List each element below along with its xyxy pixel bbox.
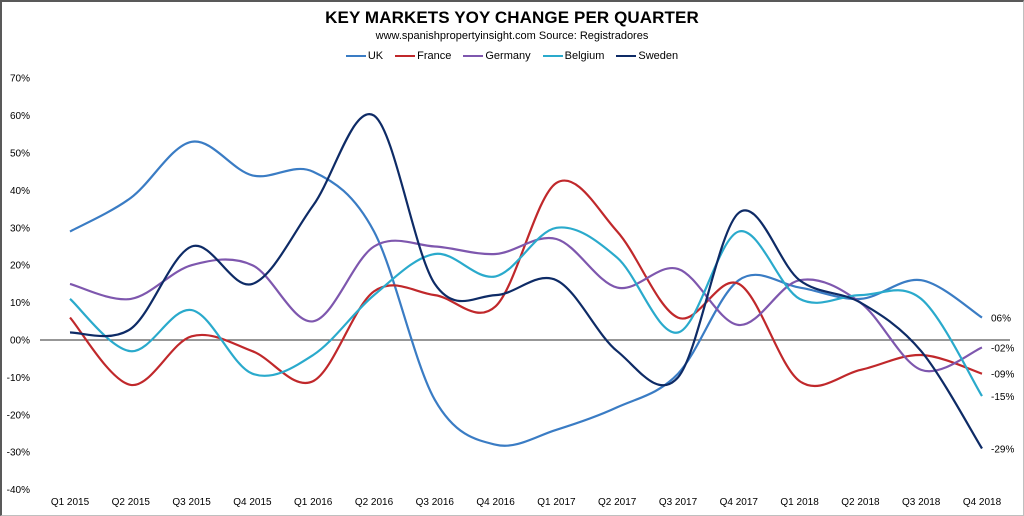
x-tick-label: Q3 2015	[172, 497, 211, 508]
legend-item-belgium: Belgium	[542, 50, 605, 62]
legend-item-germany: Germany	[463, 50, 531, 62]
y-tick-label: 20%	[10, 261, 30, 272]
x-tick-label: Q4 2016	[476, 497, 515, 508]
end-labels: 06% -09% -02% -15% -29%	[991, 314, 1014, 456]
legend-item-uk: UK	[345, 50, 384, 62]
series-line-belgium	[69, 226, 983, 397]
y-tick-label: 30%	[10, 223, 30, 234]
legend-label-uk: UK	[367, 50, 384, 62]
y-tick-label: 10%	[10, 298, 30, 309]
x-tick-label: Q1 2018	[780, 497, 819, 508]
series-line-uk	[69, 140, 983, 447]
y-axis: 70% 60% 50% 40% 30% 20% 10% 00% -10% -20% -30% -40%	[7, 74, 30, 496]
chart-subtitle: www.spanishpropertyinsight.com Source: R…	[375, 30, 649, 42]
y-tick-label: -20%	[7, 410, 30, 421]
series-line-sweden	[69, 113, 983, 450]
x-tick-label: Q1 2016	[294, 497, 333, 508]
legend-label-sweden: Sweden	[638, 50, 679, 62]
chart-title: KEY MARKETS YOY CHANGE PER QUARTER	[325, 8, 699, 27]
x-tick-label: Q2 2016	[355, 497, 394, 508]
x-tick-label: Q1 2015	[51, 497, 90, 508]
series-line-france	[69, 179, 983, 388]
x-axis: Q1 2015 Q2 2015 Q3 2015 Q4 2015 Q1 2016 Q2 20…	[51, 497, 1002, 508]
y-tick-label: 70%	[10, 74, 30, 85]
legend-item-sweden: Sweden	[616, 50, 678, 62]
y-tick-label: 40%	[10, 186, 30, 197]
y-tick-label: -40%	[7, 485, 30, 496]
y-tick-label: -10%	[7, 373, 30, 384]
y-tick-label: -30%	[7, 448, 30, 459]
legend-swatch-germany	[463, 55, 484, 57]
legend-label-france: France	[417, 50, 452, 62]
y-tick-label: 00%	[10, 336, 30, 347]
series-line-germany	[69, 236, 983, 373]
end-label-germany: -02%	[991, 343, 1014, 354]
x-tick-label: Q2 2018	[841, 497, 880, 508]
x-tick-label: Q2 2015	[112, 497, 151, 508]
x-tick-label: Q4 2015	[233, 497, 272, 508]
x-tick-label: Q3 2017	[659, 497, 698, 508]
end-label-belgium: -15%	[991, 392, 1014, 403]
end-label-france: -09%	[991, 370, 1014, 381]
x-tick-label: Q2 2017	[598, 497, 637, 508]
y-tick-label: 60%	[10, 111, 30, 122]
legend-label-germany: Germany	[485, 50, 531, 62]
legend-swatch-belgium	[542, 55, 563, 57]
x-tick-label: Q4 2018	[963, 497, 1002, 508]
x-tick-label: Q3 2016	[416, 497, 455, 508]
x-tick-label: Q4 2017	[720, 497, 759, 508]
x-tick-label: Q3 2018	[902, 497, 941, 508]
legend-label-belgium: Belgium	[564, 50, 605, 62]
legend: UK France Germany Belgium Sweden	[0, 50, 1024, 62]
end-label-sweden: -29%	[991, 444, 1014, 455]
legend-swatch-france	[395, 55, 416, 57]
legend-swatch-sweden	[616, 55, 637, 57]
legend-item-france: France	[395, 50, 451, 62]
x-tick-label: Q1 2017	[537, 497, 576, 508]
y-tick-label: 50%	[10, 149, 30, 160]
legend-swatch-uk	[345, 55, 366, 57]
series-lines	[69, 113, 983, 450]
end-label-uk: 06%	[991, 314, 1011, 325]
